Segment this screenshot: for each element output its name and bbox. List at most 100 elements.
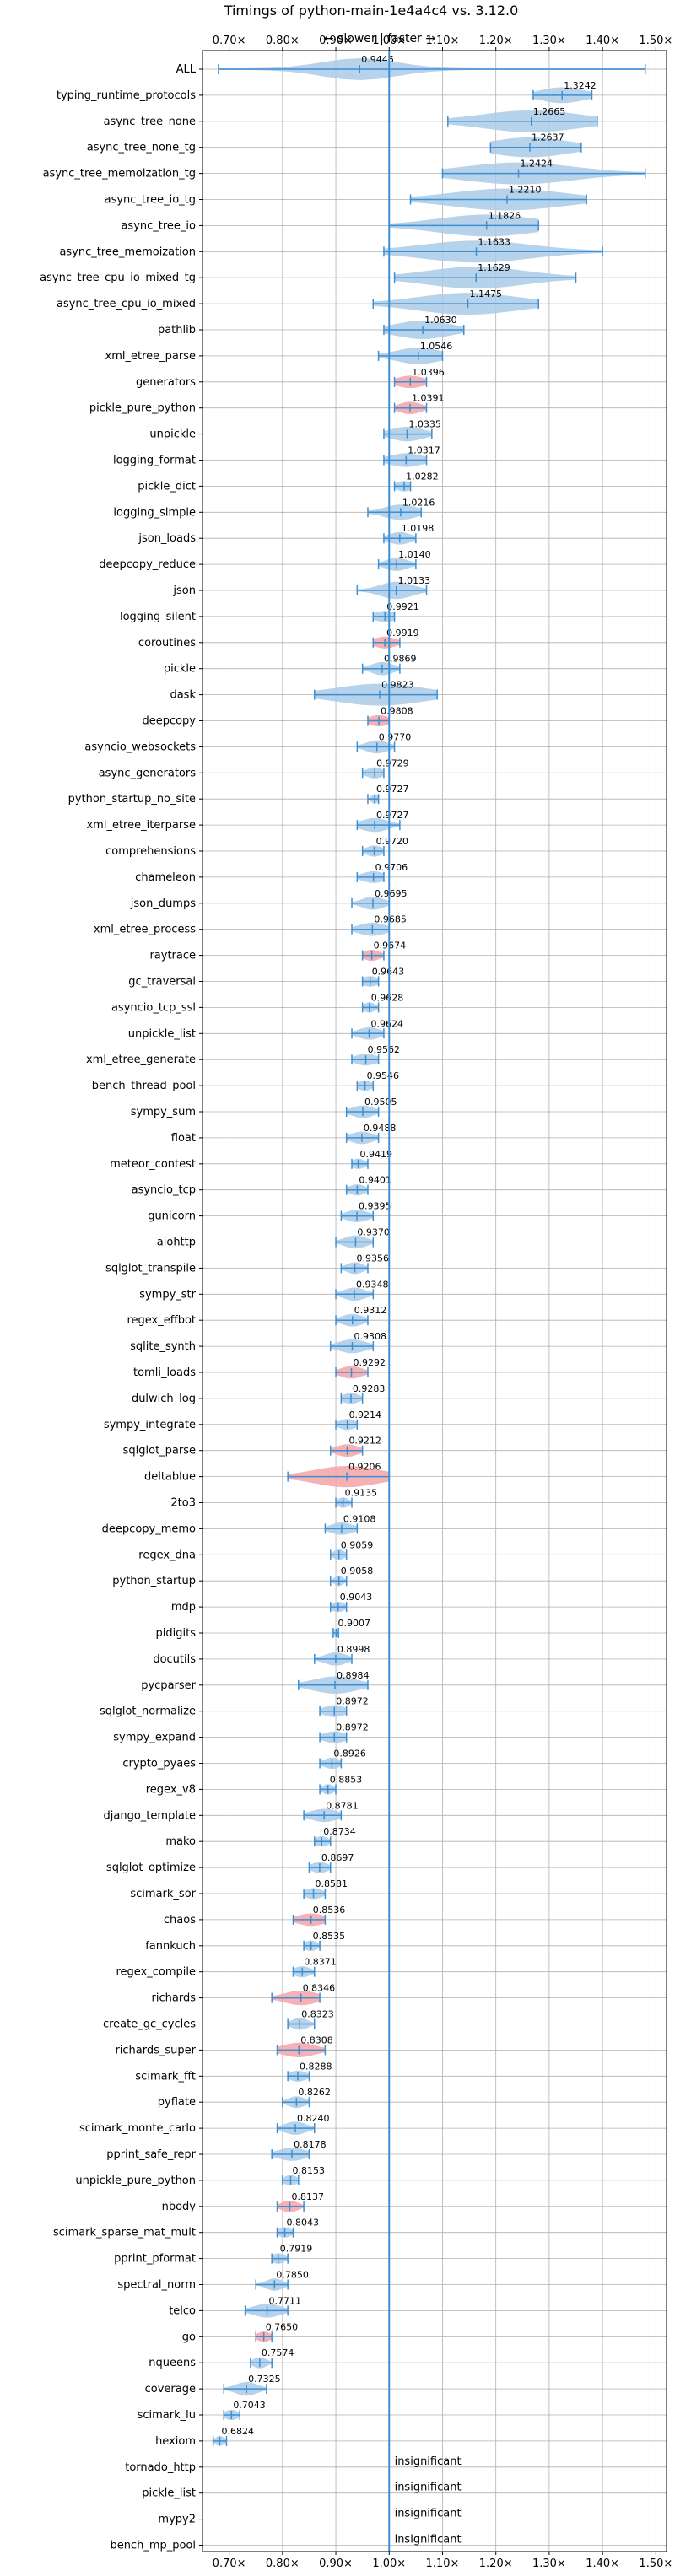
benchmark-label: pickle_pure_python [89, 402, 196, 415]
benchmark-label: tornado_http [125, 2461, 196, 2474]
benchmark-label: chameleon [135, 871, 196, 884]
value-label: 0.9770 [379, 731, 412, 742]
value-label: 0.9695 [375, 888, 408, 899]
benchmark-label: generators [136, 376, 196, 389]
value-label: 0.9308 [354, 1331, 387, 1342]
benchmark-label: asyncio_tcp_ssl [111, 1001, 196, 1014]
x-tick-label-top: 1.20× [479, 35, 513, 47]
x-tick-label-top: 1.50× [639, 35, 672, 47]
value-label: 0.9643 [372, 967, 405, 978]
value-label: 0.7043 [233, 2400, 266, 2411]
value-label: 0.8178 [294, 2139, 327, 2150]
benchmark-label: async_tree_memoization [59, 245, 196, 258]
value-label: 0.7919 [280, 2244, 313, 2255]
benchmark-label: richards_super [115, 2044, 196, 2056]
value-label: 0.9919 [386, 628, 419, 639]
benchmark-label: logging_simple [113, 506, 196, 519]
value-label: 1.1826 [489, 210, 521, 221]
benchmark-label: richards [152, 1992, 197, 2005]
benchmark-label: async_tree_none_tg [87, 142, 196, 154]
marks-layer: 0.9446 1.3242 1.2665 1.2637 1.2424 1.2210 1.18… [212, 51, 646, 2552]
value-label: 0.8346 [303, 1983, 336, 1994]
benchmark-label: python_startup_no_site [68, 793, 196, 806]
value-label: 1.0198 [402, 523, 435, 534]
benchmark-label: pyflate [158, 2096, 196, 2109]
benchmark-label: pprint_safe_repr [106, 2148, 196, 2161]
value-label: 0.9356 [357, 1253, 390, 1264]
value-label: 0.9685 [374, 914, 407, 925]
benchmark-label: scimark_fft [135, 2070, 196, 2083]
benchmark-label: pickle_dict [138, 480, 196, 493]
insignificant-label: insignificant [395, 2455, 462, 2468]
benchmark-label: scimark_sparse_mat_mult [53, 2227, 196, 2239]
value-label: 0.8697 [321, 1852, 354, 1863]
value-label: 0.8323 [301, 2009, 334, 2020]
value-label: 0.9348 [356, 1279, 389, 1290]
value-label: 1.0140 [398, 549, 431, 560]
x-tick-label-bottom: 1.30× [532, 2557, 566, 2570]
value-label: 1.0216 [402, 497, 435, 508]
x-tick-label-bottom: 1.00× [372, 2557, 406, 2570]
benchmark-label: asyncio_websockets [84, 741, 196, 753]
x-tick-label-bottom: 0.80× [266, 2557, 300, 2570]
value-label: 0.8536 [313, 1905, 346, 1916]
benchmark-label: typing_runtime_protocols [57, 89, 196, 102]
benchmark-label: meteor_contest [110, 1158, 196, 1171]
value-label: 0.8288 [300, 2061, 332, 2072]
value-label: 0.6824 [221, 2426, 254, 2437]
benchmark-label: nqueens [148, 2357, 196, 2369]
benchmark-label: mako [165, 1835, 196, 1848]
insignificant-label: insignificant [395, 2482, 462, 2494]
value-label: 0.9727 [376, 810, 409, 821]
value-label: 1.0396 [412, 367, 444, 378]
benchmark-label: raytrace [149, 950, 196, 962]
value-label: 1.2665 [533, 106, 566, 117]
value-label: 0.9401 [359, 1175, 392, 1186]
value-label: 1.1633 [478, 236, 511, 247]
x-tick-label-top: 0.90× [319, 35, 353, 47]
benchmark-label: xml_etree_parse [105, 350, 196, 363]
benchmark-label: pathlib [158, 324, 196, 337]
value-label: 0.9370 [357, 1227, 390, 1238]
benchmark-label: scimark_monte_carlo [79, 2122, 196, 2135]
benchmark-label: go [182, 2331, 196, 2343]
value-label: 0.8043 [287, 2218, 320, 2228]
value-label: 0.9206 [348, 1462, 381, 1473]
value-label: 0.8262 [298, 2087, 331, 2098]
insignificant-label: insignificant [395, 2508, 462, 2520]
benchmark-label: 2to3 [170, 1497, 196, 1510]
benchmark-label: pickle [164, 663, 196, 676]
value-label: 1.2637 [532, 132, 564, 143]
benchmark-label: xml_etree_iterparse [86, 819, 196, 832]
benchmark-label: regex_v8 [146, 1783, 196, 1796]
benchmark-label: sympy_integrate [104, 1419, 196, 1431]
x-tick-label-top: 1.00× [372, 35, 406, 47]
value-label: 1.0630 [424, 315, 456, 326]
value-label: 0.9921 [386, 601, 419, 612]
x-tick-label-bottom: 1.20× [479, 2557, 513, 2570]
value-label: 0.8972 [336, 1696, 369, 1707]
value-label: 0.9058 [341, 1566, 374, 1576]
benchmark-label: unpickle [149, 428, 196, 441]
benchmark-label: sympy_str [139, 1288, 196, 1301]
value-label: 0.9043 [340, 1592, 373, 1603]
value-label: 0.7574 [262, 2347, 294, 2358]
x-tick-label-top: 0.70× [213, 35, 246, 47]
x-tick-label-bottom: 1.40× [586, 2557, 619, 2570]
value-label: 0.9446 [361, 54, 394, 65]
benchmark-label: crypto_pyaes [122, 1758, 196, 1770]
value-label: 0.7850 [276, 2270, 309, 2281]
benchmark-label: spectral_norm [117, 2279, 196, 2292]
benchmark-label: comprehensions [105, 845, 196, 858]
x-tick-label-top: 1.30× [532, 35, 566, 47]
benchmark-label: deepcopy_reduce [99, 558, 196, 571]
value-label: 0.9729 [376, 757, 409, 768]
benchmark-label: create_gc_cycles [103, 2018, 196, 2031]
benchmark-label: sympy_expand [113, 1732, 196, 1744]
value-label: 1.2424 [521, 159, 554, 170]
value-label: 0.9727 [376, 784, 409, 795]
chart-direction-subtitle: ← slower | faster → [324, 32, 435, 46]
value-label: 0.8308 [300, 2034, 333, 2045]
x-tick-label-top: 1.40× [586, 35, 619, 47]
value-label: 0.9720 [376, 836, 409, 847]
